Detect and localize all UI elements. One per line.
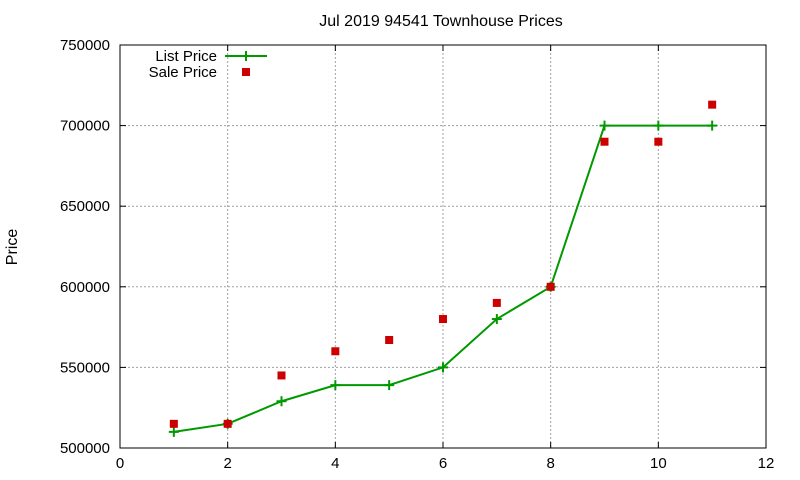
y-axis-label: Price — [4, 229, 21, 266]
data-point-sale-price — [492, 298, 501, 307]
data-point-list-price — [330, 380, 341, 391]
data-point-sale-price — [385, 335, 394, 344]
data-point-list-price — [276, 396, 287, 407]
data-point-list-price — [438, 362, 448, 373]
x-tick-label: 10 — [650, 455, 667, 472]
legend-label-list-price: List Price — [155, 48, 217, 65]
data-point-list-price — [707, 120, 718, 131]
y-tick-label: 500000 — [60, 440, 110, 457]
x-tick-label: 8 — [546, 455, 554, 472]
data-point-sale-price — [169, 419, 178, 428]
data-point-sale-price — [277, 371, 286, 380]
data-point-list-price — [653, 120, 664, 131]
grid — [120, 45, 766, 448]
x-tick-label: 6 — [439, 455, 447, 472]
data-point-sale-price — [600, 137, 609, 146]
y-tick-label: 700000 — [60, 118, 110, 135]
data-point-sale-price — [223, 419, 232, 428]
y-tick-label: 750000 — [60, 37, 110, 54]
chart-title: Jul 2019 94541 Townhouse Prices — [319, 13, 562, 30]
x-tick-labels: 0 2 4 6 8 10 12 — [116, 455, 775, 472]
y-tick-labels: 500000 550000 600000 650000 700000 750000 — [60, 37, 110, 457]
data-point-sale-price — [439, 315, 447, 324]
x-tick-label: 2 — [223, 455, 231, 472]
legend-marker-list-price — [241, 51, 251, 61]
axis-ticks — [119, 44, 767, 449]
data-point-list-price — [599, 120, 610, 131]
data-point-sale-price — [331, 347, 340, 356]
data-point-sale-price — [654, 137, 663, 146]
x-tick-label: 0 — [116, 455, 124, 472]
data-point-sale-price — [546, 282, 555, 291]
y-tick-label: 650000 — [60, 198, 110, 215]
y-tick-label: 550000 — [60, 359, 110, 376]
data-point-list-price — [168, 426, 179, 437]
legend-marker-sale-price — [242, 68, 250, 76]
y-tick-label: 600000 — [60, 279, 110, 296]
x-tick-label: 12 — [758, 455, 775, 472]
legend: List Price Sale Price — [149, 48, 267, 81]
data-point-sale-price — [708, 100, 717, 109]
x-tick-label: 4 — [331, 455, 339, 472]
data-point-list-price — [491, 314, 502, 325]
series-sale-price — [169, 100, 717, 428]
legend-label-sale-price: Sale Price — [149, 64, 217, 81]
data-point-list-price — [384, 380, 395, 391]
series-layer — [168, 100, 718, 437]
